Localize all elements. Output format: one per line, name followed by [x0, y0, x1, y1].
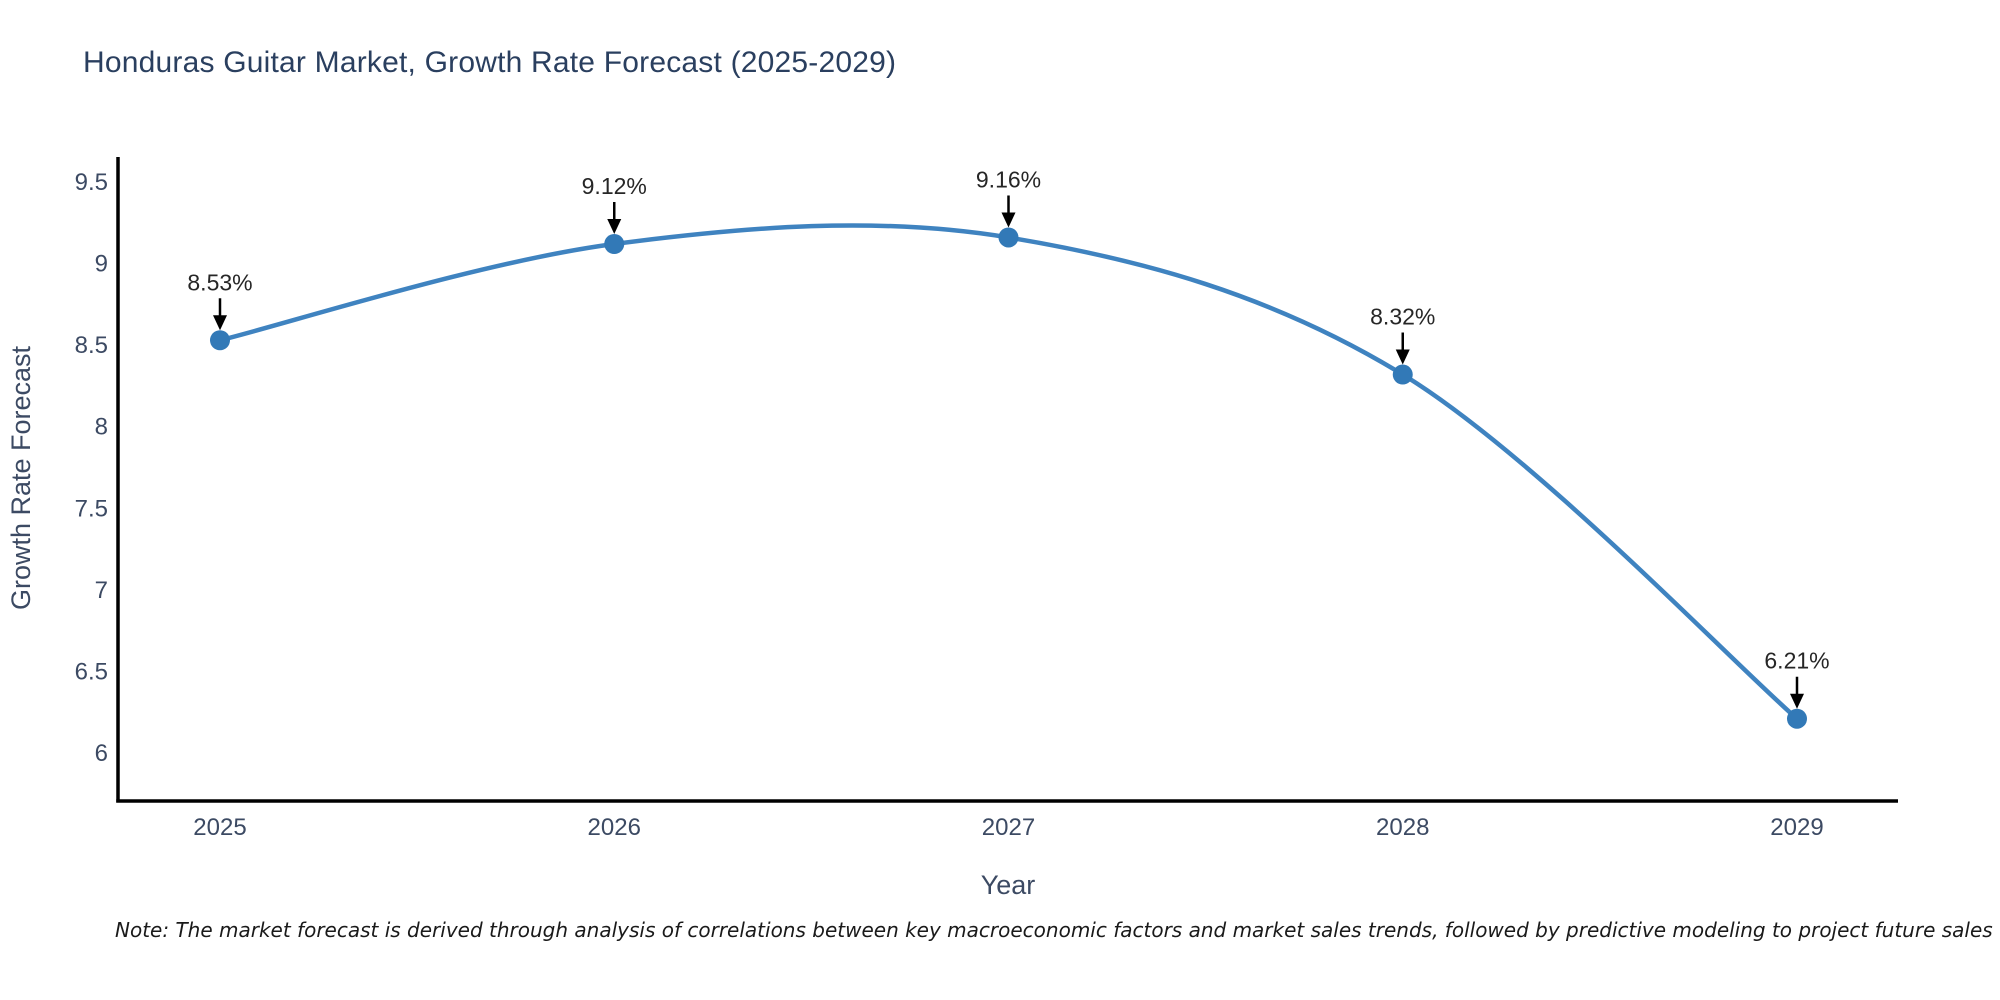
y-tick-label: 7.5: [75, 495, 108, 522]
data-point-label: 9.12%: [582, 173, 647, 199]
x-tick-label: 2025: [193, 814, 246, 841]
data-point-marker[interactable]: [210, 330, 230, 351]
x-axis-title: Year: [981, 870, 1036, 900]
data-point-label: 6.21%: [1764, 648, 1829, 674]
annotation-arrow-head: [1790, 693, 1804, 709]
data-point-marker[interactable]: [604, 234, 625, 255]
y-tick-label: 8.5: [75, 332, 108, 359]
x-tick-label: 2028: [1376, 814, 1429, 841]
y-tick-label: 8: [95, 414, 108, 441]
x-tick-label: 2026: [588, 814, 641, 841]
y-tick-label: 9.5: [75, 169, 108, 196]
annotation-arrow-head: [1395, 349, 1410, 365]
data-point-label: 9.16%: [976, 166, 1041, 192]
annotation-arrow-head: [607, 219, 622, 235]
data-point-label: 8.32%: [1370, 304, 1435, 330]
y-tick-label: 7: [95, 577, 108, 604]
x-tick-label: 2029: [1770, 814, 1823, 841]
data-point-marker[interactable]: [1787, 708, 1807, 729]
data-point-marker[interactable]: [1392, 364, 1413, 385]
y-tick-label: 6.5: [75, 658, 108, 685]
annotation-arrow-head: [213, 315, 227, 331]
data-point-label: 8.53%: [187, 269, 252, 295]
forecast-line: [217, 223, 1800, 721]
chart-title: Honduras Guitar Market, Growth Rate Fore…: [83, 46, 897, 79]
data-point-marker[interactable]: [998, 227, 1019, 248]
x-tick-label: 2027: [982, 814, 1035, 841]
y-axis-title: Growth Rate Forecast: [6, 345, 36, 610]
y-tick-label: 6: [95, 740, 108, 767]
y-tick-label: 9: [95, 251, 108, 278]
annotation-arrow-head: [1001, 212, 1016, 228]
footnote: Note: The market forecast is derived thr…: [115, 918, 1993, 942]
